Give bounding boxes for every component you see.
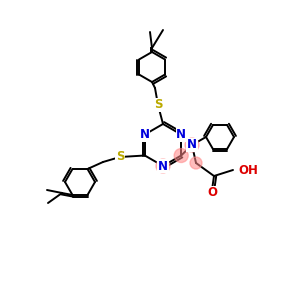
Circle shape bbox=[185, 138, 199, 152]
Circle shape bbox=[174, 148, 188, 163]
Text: N: N bbox=[140, 128, 150, 141]
Circle shape bbox=[156, 159, 170, 173]
Circle shape bbox=[190, 157, 202, 169]
Text: N: N bbox=[158, 160, 168, 172]
Text: N: N bbox=[176, 128, 186, 141]
Text: N: N bbox=[187, 139, 197, 152]
Text: S: S bbox=[116, 151, 124, 164]
Text: OH: OH bbox=[238, 164, 258, 176]
Text: O: O bbox=[207, 187, 217, 200]
Text: S: S bbox=[154, 98, 162, 112]
